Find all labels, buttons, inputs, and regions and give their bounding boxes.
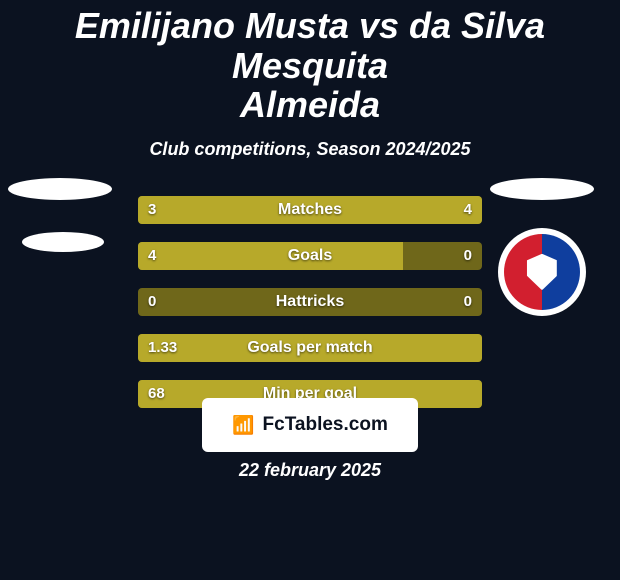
brand-icon: 📶	[232, 416, 254, 434]
stat-row: 34Matches	[138, 196, 482, 224]
comparison-card: Emilijano Musta vs da Silva Mesquita Alm…	[0, 0, 620, 580]
subtitle: Club competitions, Season 2024/2025	[0, 139, 620, 160]
title-line-1: Emilijano Musta vs da Silva Mesquita	[75, 5, 545, 86]
stat-label: Hattricks	[138, 288, 482, 316]
title-line-2: Almeida	[240, 84, 380, 125]
bars-column: 34Matches 40Goals 00Hattricks 1.33Goals per…	[138, 196, 482, 426]
player-left-placeholder-2	[22, 232, 104, 252]
player-right-placeholder-1	[490, 178, 594, 200]
brand-text: FcTables.com	[263, 414, 388, 436]
stat-label: Goals per match	[138, 334, 482, 362]
footer-date: 22 february 2025	[0, 460, 620, 481]
stat-row: 40Goals	[138, 242, 482, 270]
brand-box[interactable]: 📶 FcTables.com	[202, 398, 418, 452]
player-left-placeholder-1	[8, 178, 112, 200]
stat-row: 1.33Goals per match	[138, 334, 482, 362]
club-badge	[498, 228, 586, 316]
page-title: Emilijano Musta vs da Silva Mesquita Alm…	[0, 0, 620, 125]
stat-label: Goals	[138, 242, 482, 270]
stat-label: Matches	[138, 196, 482, 224]
stat-row: 00Hattricks	[138, 288, 482, 316]
club-badge-inner	[504, 234, 580, 310]
